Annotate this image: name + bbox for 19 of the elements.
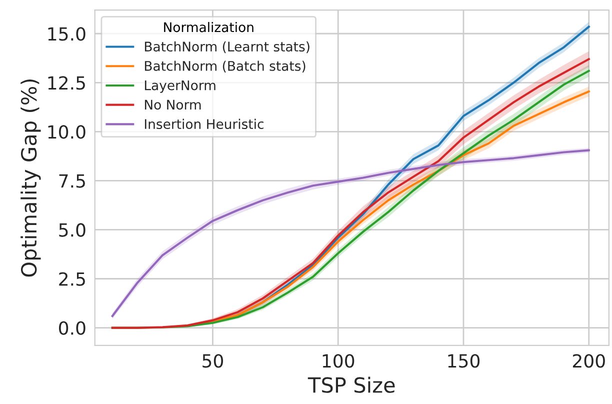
x-tick-label: 150 [448,354,480,368]
legend-label: BatchNorm (Batch stats) [144,60,306,72]
legend-label: No Norm [144,100,201,110]
x-tick-label: 50 [202,354,224,368]
x-tick-label: 100 [322,354,354,368]
legend-label: BatchNorm (Learnt stats) [144,41,310,54]
y-tick-label: 15.0 [48,27,86,41]
y-tick-label: 10.0 [48,125,86,139]
y-tick-label: 5.0 [59,223,86,237]
legend-title: Normalization [164,22,254,32]
y-tick-label: 0.0 [59,321,86,335]
legend-label: LayerNorm [144,80,216,93]
x-axis-title: TSP Size [308,376,395,393]
y-axis-title: Optimality Gap (%) [20,79,41,277]
y-tick-label: 12.5 [48,76,85,90]
y-tick-label: 2.5 [59,272,85,286]
y-tick-label: 7.5 [59,174,85,188]
legend-label: Insertion Heuristic [144,118,264,130]
x-tick-label: 200 [572,354,605,368]
